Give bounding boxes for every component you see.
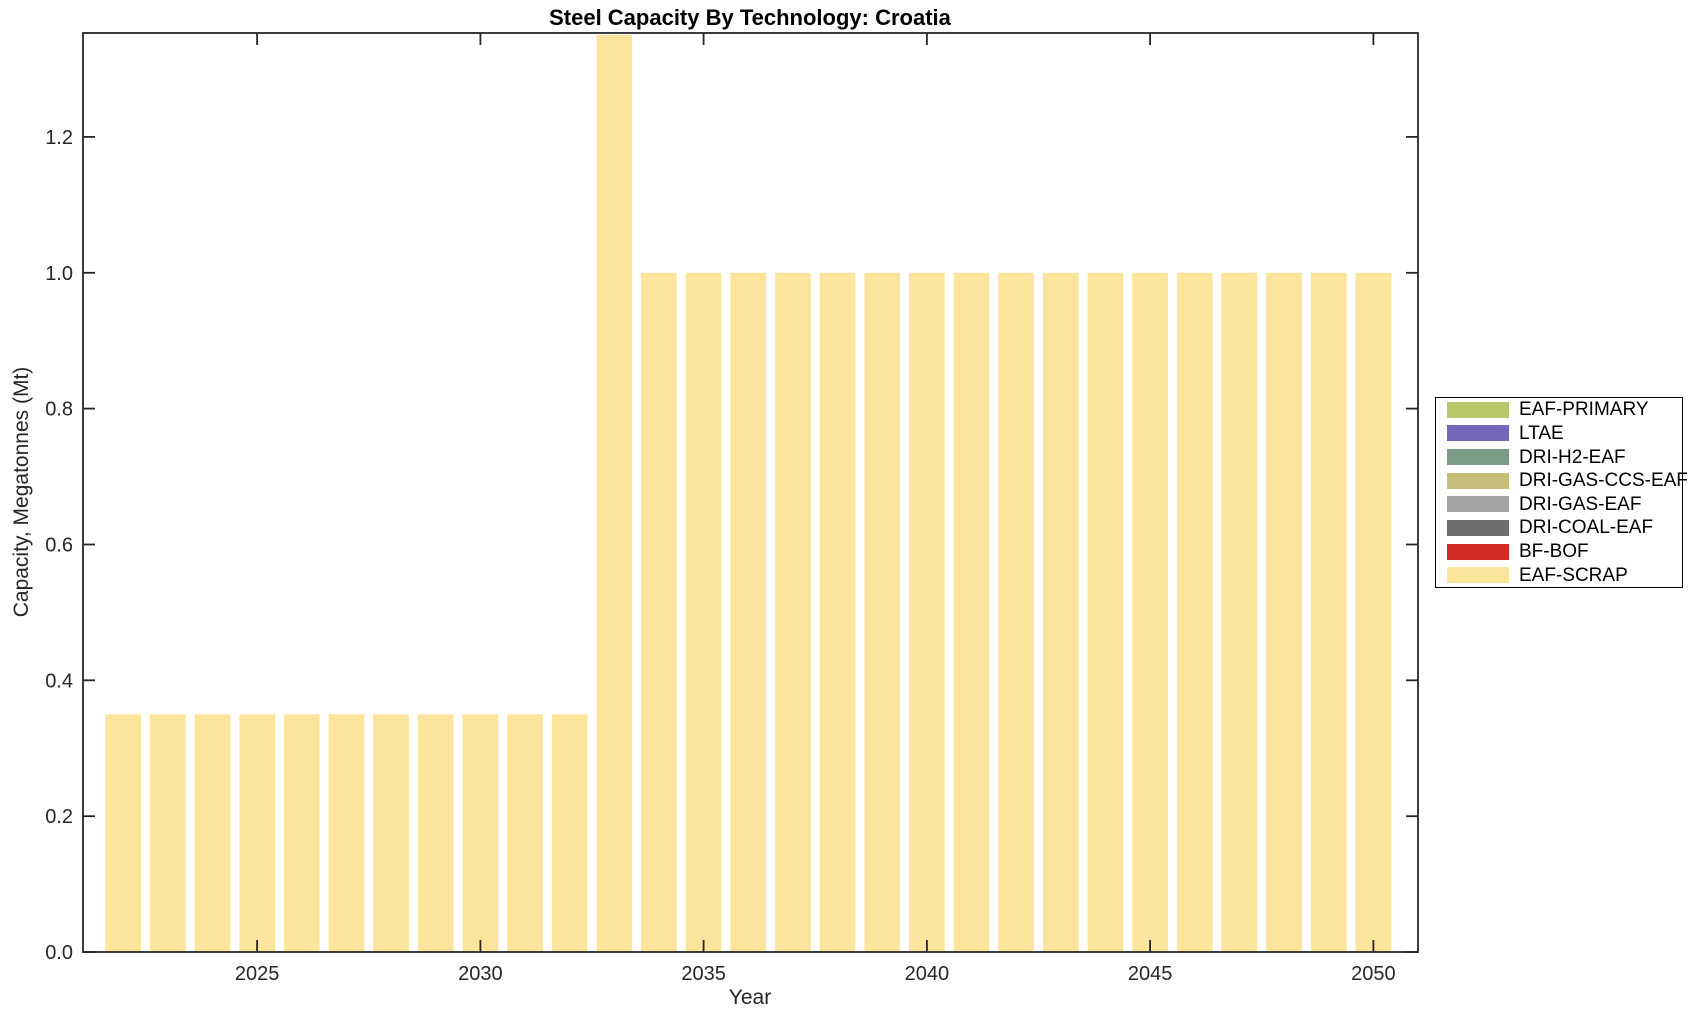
legend-item: EAF-SCRAP [1436, 564, 1682, 587]
bar-2047 [1221, 272, 1258, 952]
bar-2034 [641, 272, 677, 952]
legend-label: DRI-GAS-CCS-EAF [1519, 470, 1688, 492]
ticks-group [83, 33, 1418, 953]
chart-title: Steel Capacity By Technology: Croatia [549, 5, 952, 30]
bar-2024 [194, 714, 231, 952]
y-tick-label: 1.2 [45, 127, 73, 149]
bar-2041 [953, 272, 990, 952]
x-tick-label: 2050 [1351, 963, 1396, 985]
bar-2042 [998, 272, 1034, 952]
bar-2040 [909, 272, 945, 952]
bar-2030 [462, 714, 499, 952]
bar-2022 [105, 714, 141, 952]
legend-item: DRI-GAS-CCS-EAF [1436, 469, 1688, 492]
x-tick-label: 2035 [681, 963, 726, 985]
bar-2032 [551, 714, 588, 952]
bar-2031 [507, 714, 543, 952]
legend-label: BF-BOF [1519, 541, 1589, 563]
legend-swatch [1447, 449, 1509, 466]
bar-2033 [596, 35, 633, 952]
plot-frame [82, 32, 1419, 953]
legend-swatch [1447, 543, 1509, 560]
x-axis-label: Year [729, 986, 771, 1009]
y-tick-label: 0.6 [45, 535, 73, 557]
bar-2027 [328, 714, 365, 952]
legend-item: DRI-H2-EAF [1436, 446, 1682, 469]
x-tick-label: 2045 [1128, 963, 1173, 985]
y-tick-label: 0.0 [45, 942, 73, 964]
bar-2049 [1310, 272, 1347, 952]
legend-item: BF-BOF [1436, 540, 1682, 563]
x-tick-label: 2025 [235, 963, 280, 985]
bar-2036 [730, 272, 767, 952]
legend-box: EAF-PRIMARY LTAE DRI-H2-EAF DRI-GAS-CCS-EAF… [1435, 397, 1688, 588]
bar-2026 [283, 714, 320, 952]
legend-swatch [1447, 401, 1509, 418]
bar-2038 [819, 272, 856, 952]
bar-2029 [417, 714, 454, 952]
legend-item: DRI-GAS-EAF [1436, 493, 1682, 516]
bar-2048 [1266, 272, 1302, 952]
legend-label: EAF-SCRAP [1519, 564, 1628, 586]
y-axis-label: Capacity, Megatonnes (Mt) [10, 367, 33, 618]
legend-label: DRI-GAS-EAF [1519, 493, 1642, 515]
legend-label: DRI-H2-EAF [1519, 446, 1626, 468]
legend-item: EAF-PRIMARY [1436, 398, 1682, 421]
legend-swatch [1447, 425, 1509, 442]
bar-2050 [1355, 272, 1392, 952]
legend-label: DRI-COAL-EAF [1519, 517, 1654, 539]
bar-2043 [1042, 272, 1079, 952]
bar-2037 [775, 272, 811, 952]
legend-item: DRI-COAL-EAF [1436, 516, 1682, 539]
y-tick-label: 1.0 [45, 263, 73, 285]
bar-2039 [864, 272, 901, 952]
y-tick-label: 0.4 [45, 670, 73, 692]
tick-labels-group: 2025 2030 2035 2040 2045 2050 0.0 0.2 0.4 0.6 0.8 1… [45, 127, 1395, 985]
bar-2035 [685, 272, 722, 952]
bar-2028 [373, 714, 409, 952]
y-tick-label: 0.2 [45, 806, 73, 828]
x-tick-label: 2030 [458, 963, 503, 985]
legend-item: LTAE [1436, 422, 1682, 445]
legend-label: LTAE [1519, 422, 1564, 444]
legend-label: EAF-PRIMARY [1519, 399, 1649, 421]
bar-2045 [1132, 272, 1168, 952]
legend-swatch [1447, 519, 1509, 536]
legend-swatch [1447, 472, 1509, 489]
bars-group [105, 35, 1392, 952]
x-tick-label: 2040 [905, 963, 950, 985]
bar-2046 [1176, 272, 1213, 952]
legend-swatch [1447, 496, 1509, 513]
bar-2044 [1087, 272, 1124, 952]
legend-swatch [1447, 567, 1509, 584]
bar-2025 [239, 714, 275, 952]
y-tick-label: 0.8 [45, 399, 73, 421]
bar-2023 [150, 714, 186, 952]
